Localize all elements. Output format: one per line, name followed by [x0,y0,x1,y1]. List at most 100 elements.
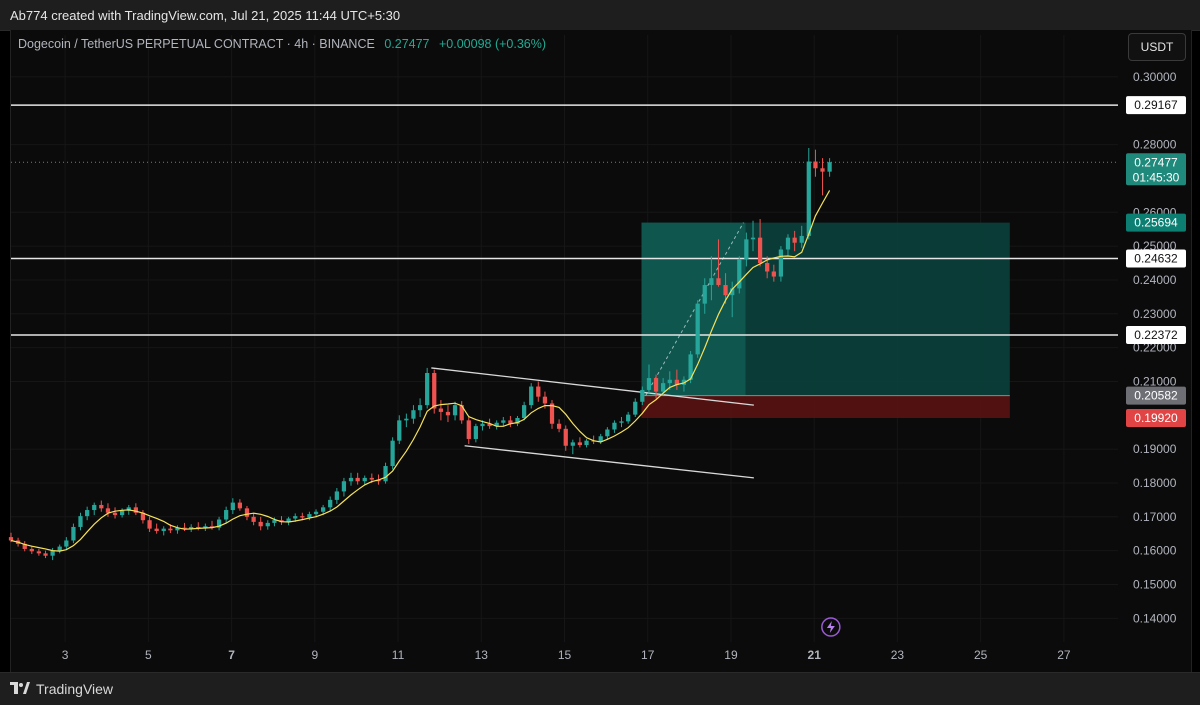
candle[interactable] [8,537,14,541]
candle[interactable] [154,528,159,532]
candle[interactable] [813,161,818,169]
candle[interactable] [189,526,194,529]
candle[interactable] [820,168,825,172]
candle[interactable] [328,499,333,508]
candle[interactable] [92,504,97,511]
candle[interactable] [216,519,222,528]
candle[interactable] [230,502,235,511]
candle[interactable] [612,422,617,430]
candle[interactable] [709,278,714,286]
candle[interactable] [432,372,437,409]
channel-lower-line[interactable] [464,445,754,479]
candle[interactable] [224,510,229,520]
candle[interactable] [383,466,388,482]
candle[interactable] [536,386,541,397]
candle[interactable] [168,528,173,531]
candle[interactable] [237,502,243,509]
currency-button[interactable]: USDT [1128,33,1186,61]
candle[interactable] [577,442,583,446]
candle[interactable] [355,477,360,482]
candle[interactable] [334,491,339,500]
candle[interactable] [737,259,742,289]
candle[interactable] [744,239,749,260]
candle[interactable] [313,511,319,515]
candle[interactable] [251,516,256,522]
candle[interactable] [43,553,48,556]
candle[interactable] [300,516,305,518]
candle[interactable] [542,396,548,404]
candle[interactable] [667,379,672,384]
candle[interactable] [480,423,485,427]
candle[interactable] [404,418,409,421]
candle[interactable] [661,383,666,392]
candle[interactable] [584,440,589,446]
candle[interactable] [22,543,27,549]
candle[interactable] [653,378,659,392]
candle[interactable] [549,403,555,424]
candle[interactable] [119,510,125,516]
candle[interactable] [501,420,506,423]
candle[interactable] [203,526,208,529]
candle[interactable] [258,521,263,527]
candle[interactable] [161,528,166,532]
candle[interactable] [452,405,458,416]
candle[interactable] [411,410,416,419]
candle[interactable] [674,379,679,385]
candle[interactable] [29,548,34,552]
candle[interactable] [175,527,180,531]
candle[interactable] [140,512,146,521]
candle[interactable] [85,510,90,517]
candle[interactable] [265,522,270,527]
candle[interactable] [640,389,645,402]
candle[interactable] [778,249,784,277]
candle[interactable] [438,408,444,412]
candle[interactable] [321,507,326,512]
candle[interactable] [307,514,312,518]
candle[interactable] [750,237,756,240]
candle[interactable] [487,423,492,427]
candle[interactable] [799,235,804,243]
candle[interactable] [702,285,707,304]
candle[interactable] [348,477,354,482]
candle[interactable] [445,411,451,416]
candle[interactable] [459,405,464,421]
candle[interactable] [362,477,367,482]
candle[interactable] [827,162,832,172]
events-lightning-icon[interactable] [821,617,841,637]
candle[interactable] [646,378,652,390]
candle[interactable] [64,540,69,547]
candle[interactable] [556,423,562,429]
candle[interactable] [716,278,721,286]
candle[interactable] [244,508,250,517]
candle[interactable] [695,303,700,355]
tradingview-brand[interactable]: TradingView [10,681,113,697]
candle[interactable] [341,481,347,492]
candle[interactable] [466,420,471,439]
candle[interactable] [147,520,152,529]
candle[interactable] [390,440,395,467]
candle[interactable] [806,161,811,236]
candle[interactable] [529,386,534,406]
candle[interactable] [598,436,603,442]
candle[interactable] [286,518,291,523]
candle[interactable] [508,420,513,424]
candle[interactable] [757,237,763,264]
candle[interactable] [417,405,423,411]
candle[interactable] [133,507,138,513]
candle[interactable] [99,504,104,509]
candle[interactable] [515,417,520,424]
candle[interactable] [792,237,797,243]
candle[interactable] [196,526,201,529]
loss-zone[interactable] [641,395,1010,418]
candle[interactable] [688,354,693,380]
candle[interactable] [626,414,631,422]
candle[interactable] [57,546,62,551]
candle[interactable] [494,422,499,427]
channel-upper-line[interactable] [431,367,754,406]
candle[interactable] [397,420,402,441]
candle[interactable] [765,263,770,272]
candle[interactable] [50,550,55,556]
candle[interactable] [36,551,42,554]
candle[interactable] [369,477,374,480]
